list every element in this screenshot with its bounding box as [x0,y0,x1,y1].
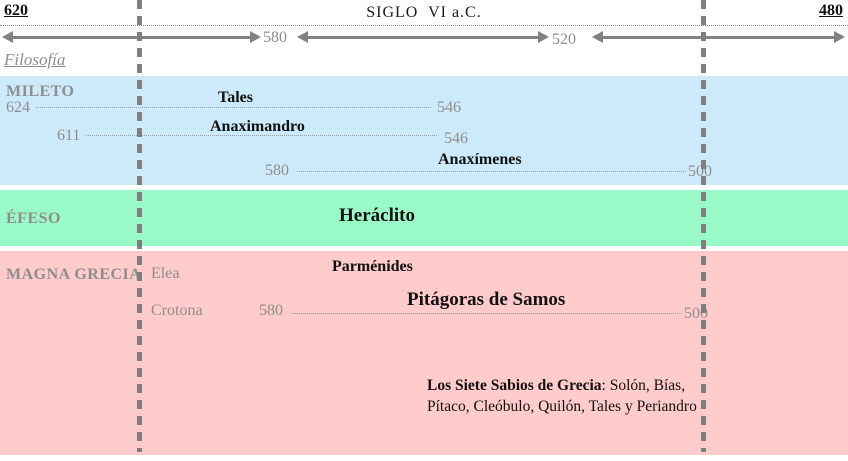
arrowhead-right-icon [250,31,261,43]
left-dashed-guideline [137,0,142,452]
philosopher-anaximandro: Anaximandro [210,118,305,135]
anaximenes-birth-year: 580 [265,162,289,179]
tales-death-year: 546 [437,99,461,116]
anaximandro-birth-year: 611 [57,127,81,144]
philosopher-tales: Tales [218,89,253,106]
seven-sages-note: Los Siete Sabios de Grecia: Solón, Bías,… [427,375,719,418]
tick-520-label: 520 [552,31,576,48]
start-year-label: 620 [4,2,28,19]
mileto-band [0,76,848,185]
pitagoras-lifespan-line [291,313,682,314]
timeline-arrow-segment-2 [297,31,549,44]
tales-birth-year: 624 [6,99,30,116]
arrowhead-left-icon [2,31,13,43]
anaximandro-lifespan-line [86,135,437,136]
tick-580-label: 580 [263,29,287,46]
timeline-arrow-segment-3 [592,31,845,44]
section-label-filosofia: Filosofía [4,50,66,69]
arrowhead-left-icon [592,31,603,43]
arrowhead-left-icon [297,31,308,43]
tales-lifespan-line [36,107,431,108]
timeline-arrow-segment-1 [2,31,261,44]
philosopher-heraclito: Heráclito [339,205,415,226]
anaximenes-death-year: 500 [688,163,712,180]
magna-grecia-band-label: MAGNA GRECIA [6,266,142,283]
philosopher-anaximenes: Anaxímenes [438,151,522,168]
arrow-bar [11,36,252,39]
seven-sages-note-title: Los Siete Sabios de Grecia [427,377,602,394]
mileto-band-label: MILETO [6,83,75,100]
anaximenes-lifespan-line [297,171,686,172]
end-year-label: 480 [819,2,843,19]
arrow-bar [601,36,836,39]
pitagoras-birth-year: 580 [259,302,283,319]
arrow-bar [306,36,540,39]
city-elea: Elea [151,265,180,282]
city-crotona: Crotona [151,302,203,319]
efeso-band [0,190,848,246]
page-title: SIGLO VI a.C. [366,4,482,21]
seven-sages-note-text: : Solón, Bías, Pítaco, Cleóbulo, Quilón,… [427,377,697,416]
top-divider-line [0,25,848,26]
arrowhead-right-icon [834,31,845,43]
philosopher-pitagoras: Pitágoras de Samos [407,289,566,310]
right-dashed-guideline [701,0,706,452]
anaximandro-death-year: 546 [444,130,468,147]
philosopher-parmenides: Parménides [332,258,413,275]
efeso-band-label: ÉFESO [6,210,61,227]
arrowhead-right-icon [538,31,549,43]
